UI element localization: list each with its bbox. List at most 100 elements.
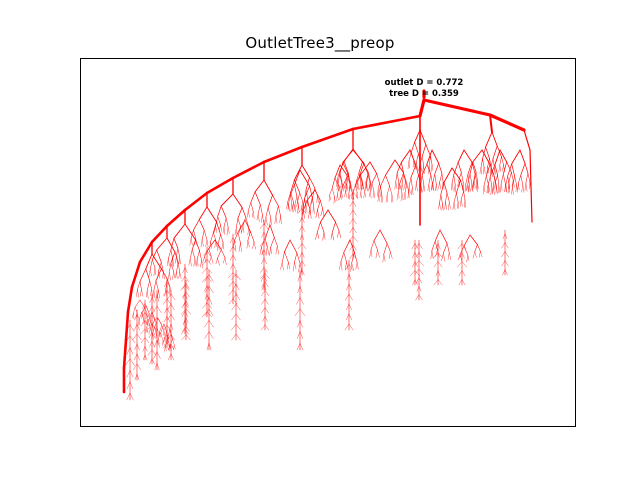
tree-segment-1140	[129, 347, 134, 355]
tree-segment-906	[288, 262, 290, 270]
tree-segment-233	[206, 240, 209, 247]
tree-segment-1047	[204, 285, 210, 294]
tree-segment-507	[483, 167, 485, 175]
tree-segment-666	[524, 163, 529, 174]
tree-segment-209	[228, 272, 234, 278]
tree-segment-1186	[414, 252, 418, 259]
tree-segment-953	[479, 251, 481, 258]
tree-segment-49	[360, 182, 363, 190]
tree-segment-15	[124, 310, 130, 342]
tree-segment-315	[166, 237, 176, 253]
tree-segment-1051	[204, 308, 210, 316]
tree-segment-877	[265, 246, 268, 256]
tree-segment-731	[344, 190, 346, 197]
tree-segment-30	[337, 170, 340, 180]
tree-segment-797	[407, 191, 409, 199]
tree-segment-1207	[141, 305, 147, 314]
tree-segment-635	[456, 179, 461, 194]
tree-segment-818	[304, 198, 307, 207]
tree-segment-622	[443, 182, 448, 194]
tree-segment-153	[259, 223, 265, 229]
tree-segment-267	[184, 223, 196, 241]
tree-segment-405	[147, 349, 153, 356]
tree-segment-961	[345, 261, 347, 271]
tree-segment-887	[204, 248, 209, 257]
tree-segment-784	[391, 194, 394, 203]
tree-segment-625	[438, 202, 440, 210]
tree-segment-275	[172, 259, 174, 267]
tree-segment-136	[261, 214, 263, 223]
tree-segment-746	[353, 193, 354, 200]
tree-segment-1209	[138, 312, 142, 320]
tree-segment-951	[472, 251, 475, 259]
tree-segment-629	[445, 192, 448, 203]
tree-segment-111	[299, 234, 303, 241]
tree-segment-605	[467, 161, 473, 175]
tree-segment-522	[494, 168, 496, 175]
tree-segment-627	[441, 203, 443, 211]
tree-segment-837	[317, 200, 321, 211]
tree-segment-662	[512, 186, 514, 195]
tree-segment-886	[214, 239, 222, 251]
tree-segment-469	[426, 149, 433, 165]
tree-segment-542	[474, 180, 476, 189]
tree-segment-454	[405, 181, 407, 189]
tree-segment-830	[314, 189, 321, 201]
tree-segment-1037	[235, 303, 241, 311]
tree-segment-679	[342, 149, 354, 163]
tree-segment-763	[377, 182, 380, 191]
tree-segment-112	[301, 234, 305, 241]
tree-segment-1167	[458, 270, 463, 277]
tree-segment-707	[368, 182, 371, 192]
tree-segment-620	[451, 167, 461, 181]
tree-segment-1030	[231, 273, 237, 281]
tree-segment-1173	[437, 243, 441, 250]
tree-segment-496	[439, 182, 441, 190]
tree-segment-530	[481, 149, 491, 165]
tree-segment-680	[352, 149, 365, 164]
tree-segment-804	[290, 194, 293, 205]
tree-segment-1056	[208, 331, 214, 339]
tree-segment-910	[294, 262, 297, 269]
tree-segment-1080	[170, 313, 175, 321]
tree-segment-919	[375, 249, 378, 259]
tree-segment-108	[301, 217, 305, 223]
tree-segment-641	[457, 201, 459, 209]
tree-segment-235	[216, 221, 221, 236]
tree-segment-145	[270, 217, 272, 226]
tree-segment-1272	[172, 338, 175, 345]
tree-segment-260	[206, 294, 210, 300]
tree-segment-357	[164, 333, 168, 340]
tree-segment-1164	[461, 252, 465, 259]
tree-segment-923	[382, 253, 384, 263]
tree-segment-734	[350, 185, 353, 194]
tree-segment-170	[220, 193, 234, 207]
tree-segment-975	[418, 260, 424, 266]
tree-segment-1154	[501, 251, 506, 258]
tree-segment-154	[263, 223, 269, 229]
tree-segment-446	[395, 181, 397, 189]
tree-segment-334	[168, 272, 170, 280]
tree-segment-204	[232, 246, 237, 252]
tree-segment-1129	[136, 353, 140, 361]
tree-segment-1096	[153, 328, 158, 336]
tree-segment-403	[149, 341, 153, 347]
tree-segment-164	[263, 267, 268, 273]
tree-segment-597	[453, 184, 456, 192]
tree-segment-1147	[126, 392, 131, 401]
tree-segment-720	[339, 186, 341, 195]
tree-segment-570	[497, 174, 500, 186]
tree-segment-1247	[162, 330, 165, 336]
tree-segment-173	[220, 205, 227, 219]
tree-segment-591	[453, 161, 459, 176]
tree-segment-1108	[144, 311, 148, 318]
tree-segment-269	[173, 237, 179, 249]
tree-segment-441	[396, 162, 402, 174]
tree-segment-1151	[504, 233, 508, 240]
tree-segment-286	[188, 258, 191, 266]
tree-segment-2	[488, 113, 526, 132]
tree-segment-465	[415, 182, 417, 191]
tree-segment-592	[457, 161, 462, 173]
tree-segment-1198	[133, 313, 135, 319]
tree-segment-3	[418, 98, 426, 118]
